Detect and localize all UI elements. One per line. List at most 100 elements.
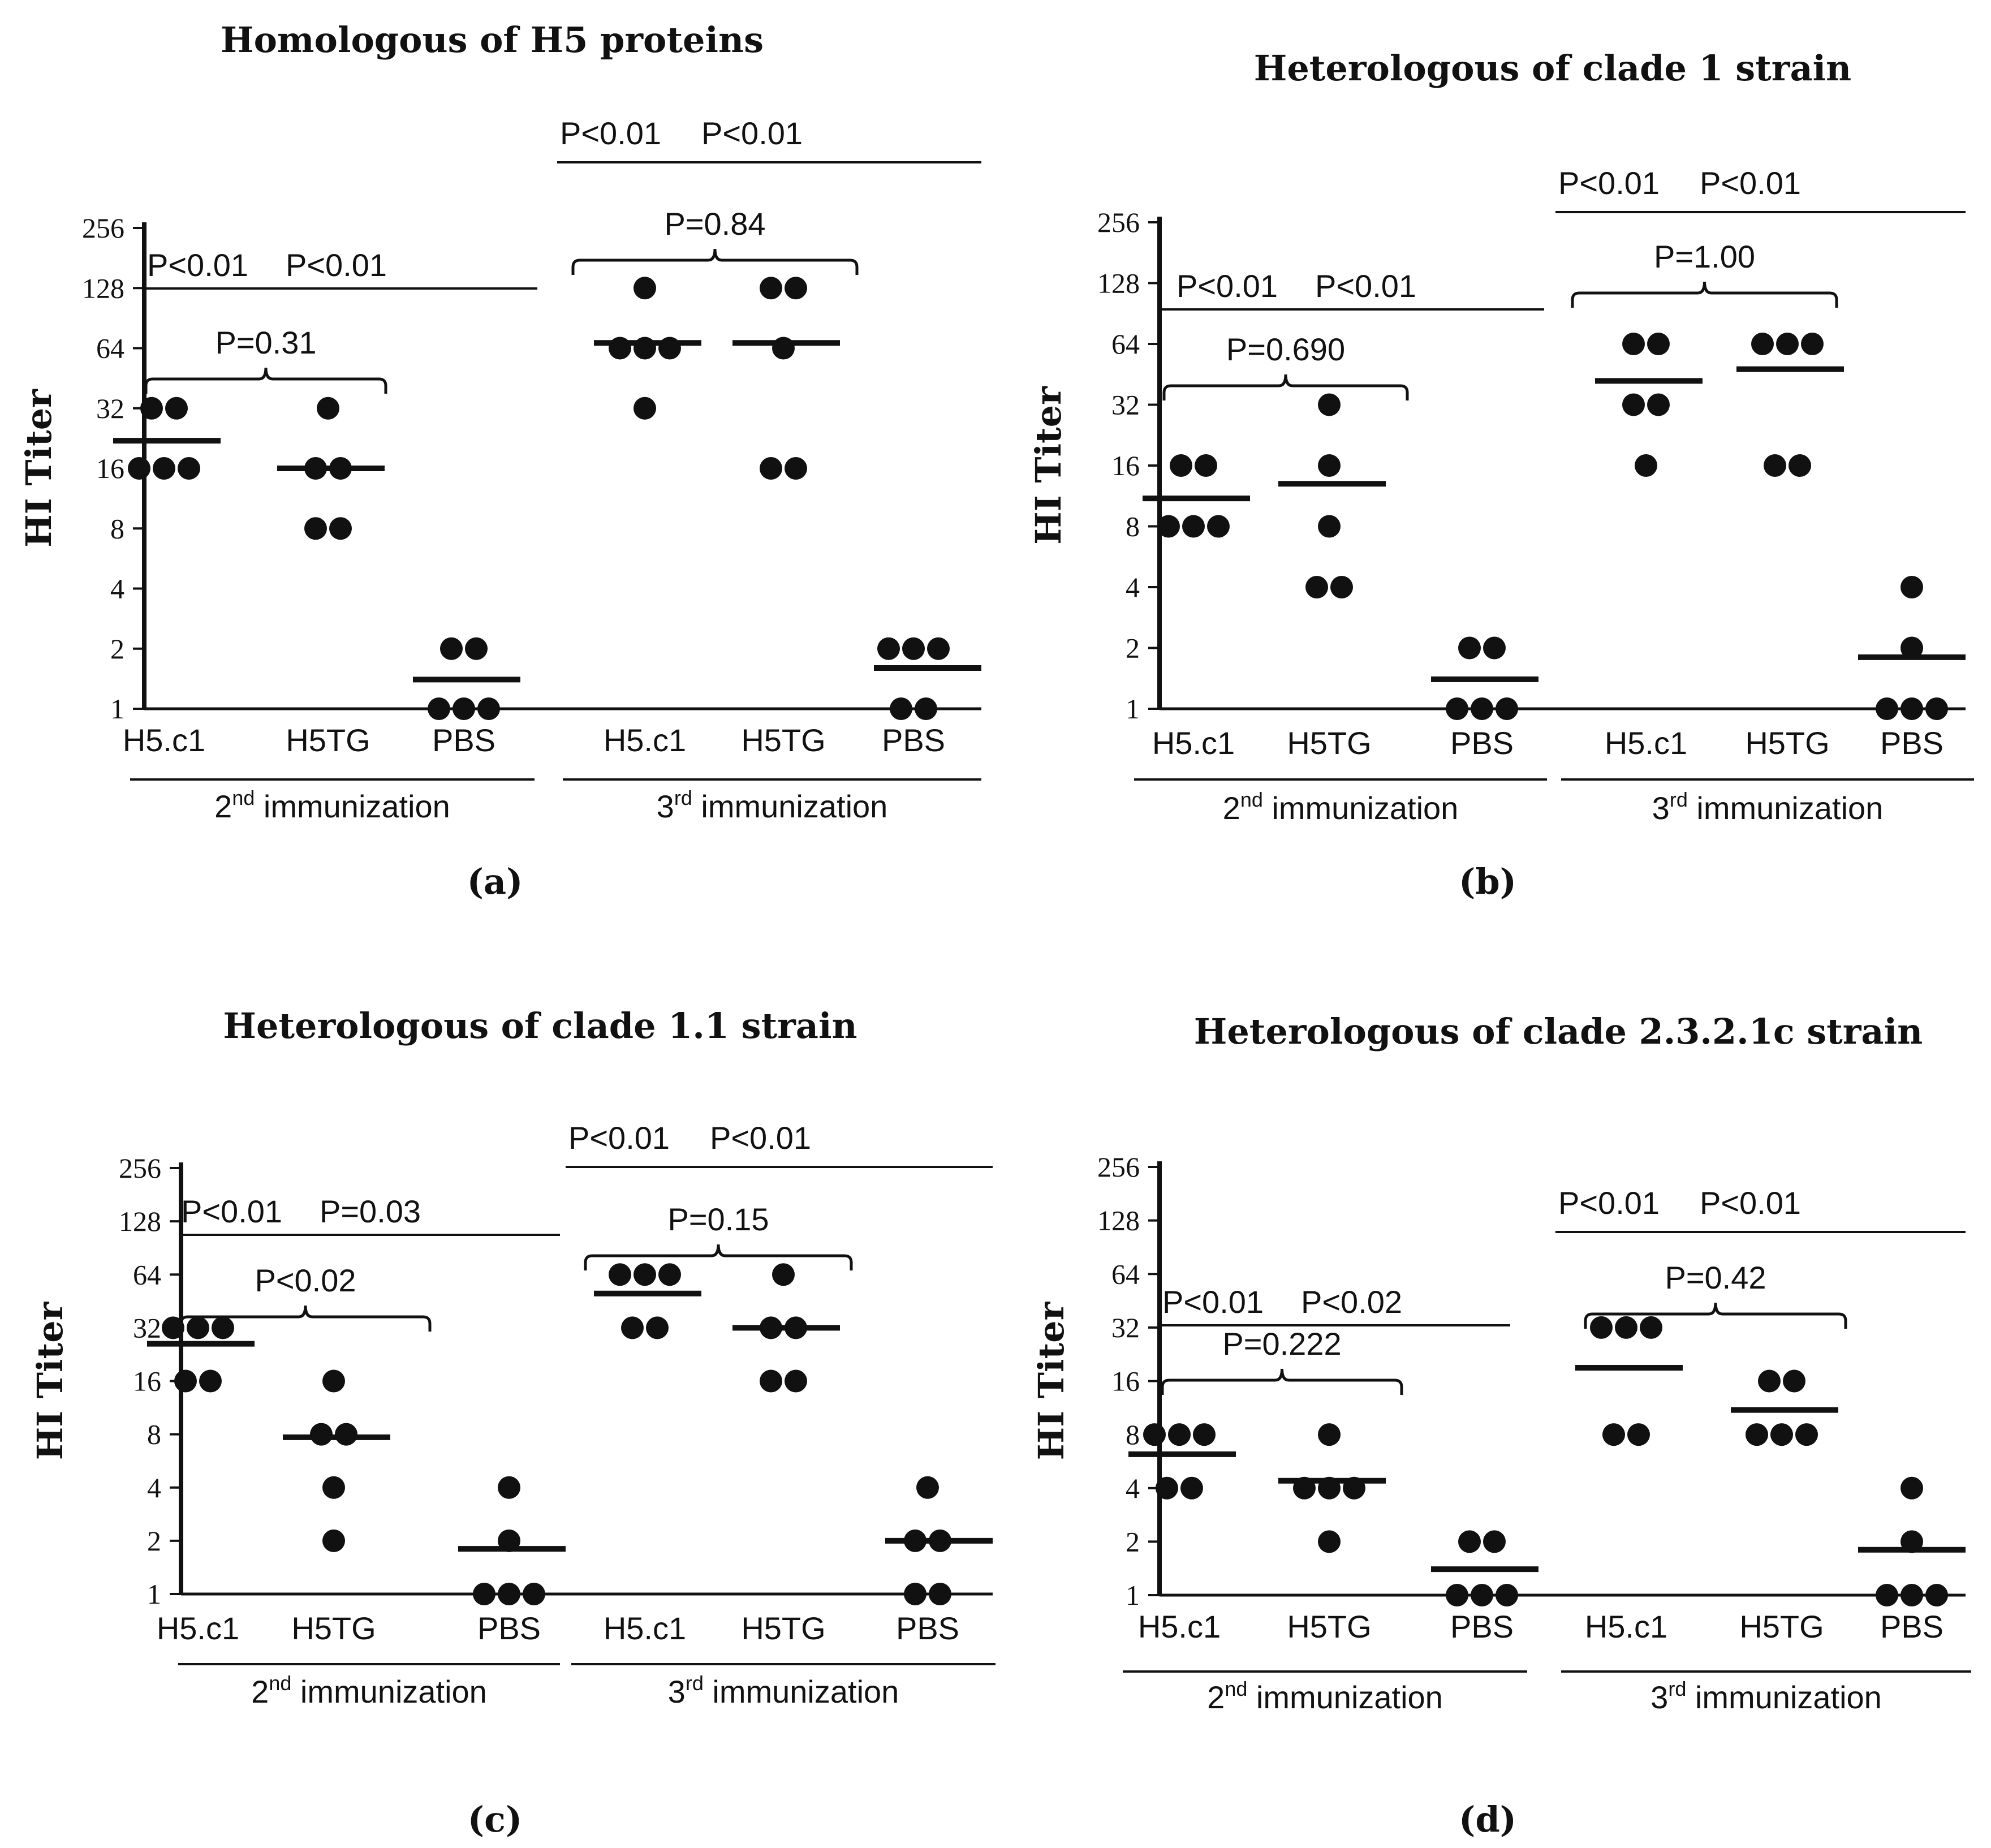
category-label: PBS bbox=[1450, 1609, 1514, 1644]
data-point bbox=[473, 1583, 495, 1605]
y-tick-label: 2 bbox=[110, 633, 124, 665]
data-point bbox=[1143, 1423, 1166, 1446]
data-point bbox=[1751, 333, 1774, 355]
p-value: P<0.01 bbox=[1558, 1185, 1660, 1221]
data-point bbox=[1925, 697, 1948, 720]
data-point bbox=[1195, 454, 1217, 477]
panel-label: (c) bbox=[468, 1799, 522, 1840]
data-point bbox=[1901, 636, 1923, 660]
p-value: P<0.01 bbox=[701, 115, 803, 151]
y-tick-label: 64 bbox=[133, 1259, 161, 1290]
y-tick-label: 1 bbox=[110, 693, 124, 725]
p-value: P<0.01 bbox=[710, 1120, 811, 1156]
y-tick-label: 8 bbox=[110, 512, 124, 544]
data-point bbox=[760, 1369, 782, 1393]
data-point bbox=[212, 1316, 234, 1339]
comparison-brace-3rd bbox=[1571, 281, 1838, 308]
chart-title: Heterologous of clade 2.3.2.1c strain bbox=[1194, 1011, 1923, 1052]
data-point bbox=[1789, 454, 1811, 477]
data-point bbox=[1876, 697, 1898, 720]
data-point bbox=[165, 397, 188, 420]
y-tick-label: 8 bbox=[147, 1419, 161, 1450]
data-point bbox=[634, 277, 656, 300]
category-label: H5TG bbox=[741, 722, 825, 758]
p-value: P=0.222 bbox=[1222, 1326, 1341, 1362]
p-value: P=0.15 bbox=[667, 1201, 769, 1237]
data-point bbox=[1180, 1476, 1203, 1500]
y-tick-label: 1 bbox=[1126, 1579, 1140, 1611]
y-tick-label: 256 bbox=[1097, 1151, 1140, 1183]
data-point bbox=[1590, 1316, 1613, 1339]
chart-title: Heterologous of clade 1 strain bbox=[1254, 48, 1852, 89]
chart-title: Heterologous of clade 1.1 strain bbox=[223, 1005, 857, 1046]
data-point bbox=[140, 397, 163, 420]
data-point bbox=[634, 1263, 656, 1286]
panel-label: (d) bbox=[1459, 1799, 1516, 1840]
y-tick-label: 1 bbox=[147, 1578, 161, 1610]
category-label: H5.c1 bbox=[1585, 1609, 1667, 1644]
y-axis-label: HI Titer bbox=[1028, 386, 1069, 545]
data-point bbox=[304, 517, 327, 540]
y-tick-label: 64 bbox=[1111, 328, 1140, 360]
data-point bbox=[523, 1583, 545, 1605]
category-label: H5.c1 bbox=[1138, 1609, 1221, 1644]
y-tick-label: 32 bbox=[133, 1312, 161, 1343]
data-point bbox=[1801, 333, 1824, 355]
data-point bbox=[1615, 1316, 1637, 1339]
y-tick-label: 16 bbox=[96, 453, 124, 484]
y-axis-label: HI Titer bbox=[29, 1301, 71, 1460]
data-point bbox=[1901, 697, 1923, 720]
y-tick-label: 1 bbox=[1126, 693, 1140, 725]
comparison-brace-3rd bbox=[1584, 1302, 1847, 1329]
panel-0: Homologous of H5 proteins HI Titer 1 2 4 8 16 3… bbox=[18, 19, 981, 902]
data-point bbox=[772, 1263, 795, 1286]
data-point bbox=[904, 1583, 926, 1605]
category-label: H5.c1 bbox=[1605, 725, 1687, 761]
data-point bbox=[428, 697, 450, 720]
category-label: PBS bbox=[477, 1610, 541, 1646]
panel-label: (a) bbox=[467, 861, 523, 902]
category-label: H5.c1 bbox=[157, 1610, 239, 1646]
data-point bbox=[199, 1369, 222, 1393]
data-point bbox=[646, 1316, 669, 1339]
group-label: 3rd immunization bbox=[668, 1672, 899, 1709]
p-value: P<0.01 bbox=[1558, 165, 1660, 201]
p-value: P=1.00 bbox=[1654, 239, 1755, 274]
p-value: P<0.01 bbox=[568, 1120, 670, 1156]
y-tick-label: 16 bbox=[1111, 450, 1140, 481]
data-point bbox=[322, 1529, 345, 1552]
panel-3: Heterologous of clade 2.3.2.1c strain HI … bbox=[1031, 1011, 1971, 1840]
category-label: H5TG bbox=[1287, 725, 1371, 761]
group-label: 3rd immunization bbox=[657, 786, 888, 824]
data-point bbox=[1746, 1423, 1768, 1446]
data-point bbox=[329, 517, 352, 540]
p-value: P<0.01 bbox=[1315, 268, 1416, 304]
data-point bbox=[1776, 333, 1799, 355]
data-point bbox=[634, 397, 656, 420]
p-value: P<0.01 bbox=[560, 115, 661, 151]
data-point bbox=[1483, 636, 1506, 660]
data-point bbox=[785, 277, 807, 300]
data-point bbox=[1483, 1530, 1506, 1553]
category-label: H5TG bbox=[1287, 1609, 1371, 1644]
y-tick-label: 4 bbox=[1126, 1472, 1140, 1504]
p-value: P=0.84 bbox=[664, 206, 765, 242]
y-tick-label: 4 bbox=[147, 1472, 161, 1504]
panel-2: Heterologous of clade 1.1 strain HI Titer… bbox=[29, 1005, 996, 1840]
p-value: P=0.31 bbox=[215, 325, 316, 360]
data-point bbox=[1182, 515, 1205, 538]
p-value: P<0.01 bbox=[1700, 1185, 1801, 1221]
y-tick-label: 64 bbox=[1111, 1258, 1140, 1290]
data-point bbox=[1446, 1584, 1468, 1606]
p-value: P<0.02 bbox=[1301, 1284, 1402, 1320]
data-point bbox=[498, 1476, 520, 1499]
data-point bbox=[927, 637, 950, 660]
data-point bbox=[1876, 1584, 1898, 1606]
data-point bbox=[440, 637, 463, 660]
data-point bbox=[153, 457, 175, 480]
data-point bbox=[915, 697, 937, 720]
p-value: P=0.42 bbox=[1665, 1260, 1766, 1295]
category-label: H5.c1 bbox=[604, 722, 686, 758]
p-value: P<0.01 bbox=[147, 247, 248, 283]
